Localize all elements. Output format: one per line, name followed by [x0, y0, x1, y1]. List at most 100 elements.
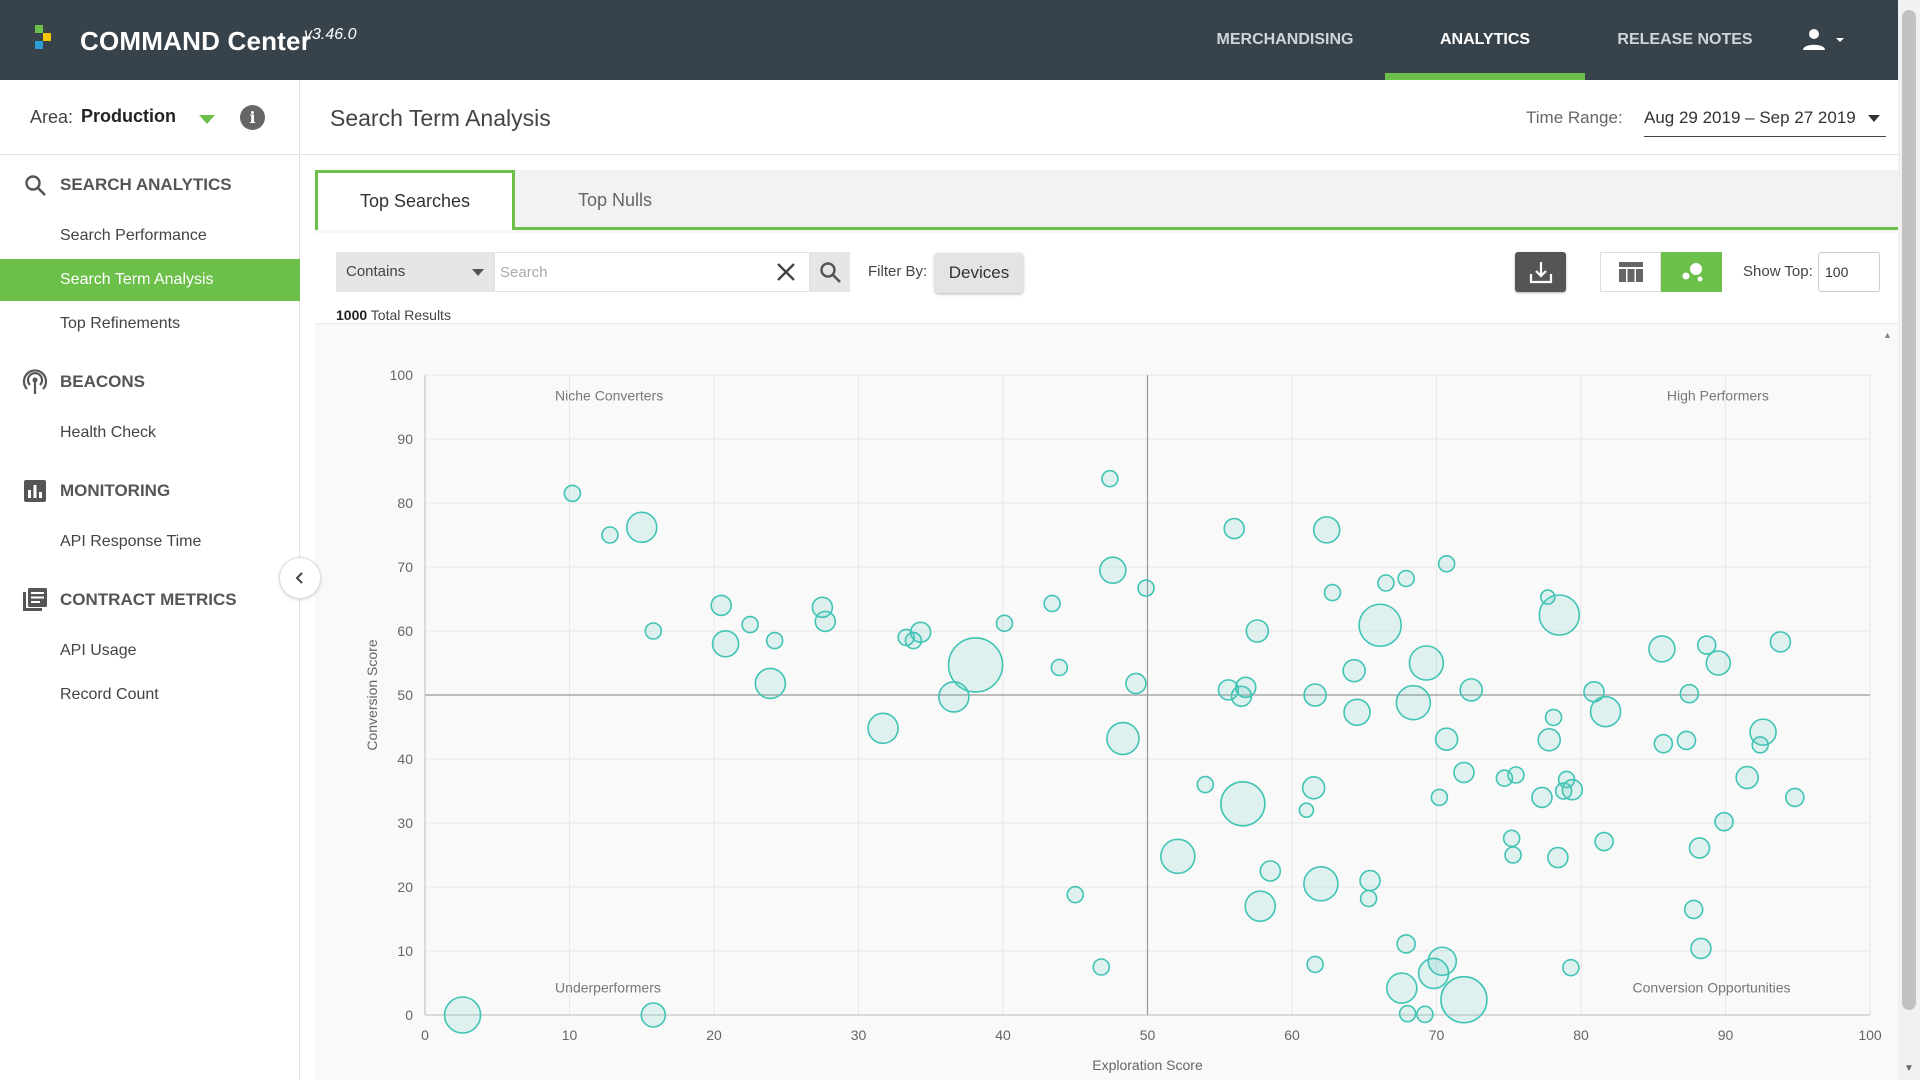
bubble-point[interactable] — [1323, 583, 1342, 602]
bubble-point[interactable] — [1714, 811, 1734, 832]
bubble-point[interactable] — [1416, 1005, 1434, 1024]
info-icon[interactable]: i — [240, 105, 265, 130]
bubble-point[interactable] — [1440, 975, 1488, 1024]
bubble-point[interactable] — [1561, 778, 1584, 801]
bubble-point[interactable] — [1408, 645, 1445, 681]
bubble-point[interactable] — [1234, 676, 1257, 699]
clear-search-button[interactable] — [773, 259, 799, 285]
bubble-point[interactable] — [1223, 517, 1246, 540]
search-input[interactable] — [494, 252, 810, 292]
bubble-point[interactable] — [1359, 889, 1378, 908]
sidebar-item-top-refinements[interactable]: Top Refinements — [60, 315, 181, 332]
bubble-point[interactable] — [1050, 658, 1069, 677]
bubble-chart-view-button[interactable] — [1661, 252, 1722, 292]
bubble-point[interactable] — [765, 631, 784, 650]
bubble-point[interactable] — [601, 526, 619, 544]
time-range-select[interactable]: Aug 29 2019 – Sep 27 2019 — [1644, 101, 1886, 137]
bubble-point[interactable] — [1589, 695, 1622, 728]
bubble-point[interactable] — [1359, 869, 1381, 892]
bubble-point[interactable] — [741, 615, 759, 634]
tab-top-nulls[interactable]: Top Nulls — [577, 189, 653, 210]
bubble-point[interactable] — [1066, 885, 1085, 904]
nav-release-notes[interactable]: RELEASE NOTES — [1617, 31, 1753, 48]
bubble-point[interactable] — [1043, 594, 1061, 613]
bubble-point[interactable] — [1653, 733, 1674, 754]
bubble-point[interactable] — [710, 594, 733, 617]
bubble-point[interactable] — [1676, 730, 1697, 751]
bubble-point[interactable] — [1244, 890, 1277, 923]
tab-top-searches[interactable]: Top Searches — [315, 170, 515, 230]
show-top-input[interactable] — [1818, 252, 1880, 292]
bubble-point[interactable] — [1453, 761, 1475, 784]
bubble-point[interactable] — [1092, 958, 1111, 976]
bubble-point[interactable] — [1502, 829, 1521, 848]
collapse-sidebar-button[interactable] — [279, 557, 321, 599]
bubble-point[interactable] — [1358, 603, 1402, 648]
bubble-point[interactable] — [1217, 679, 1240, 701]
bubble-point[interactable] — [1434, 727, 1459, 751]
bubble-point[interactable] — [1397, 569, 1415, 588]
bubble-point[interactable] — [1220, 780, 1266, 827]
bubble-point[interactable] — [1437, 555, 1456, 573]
bubble-point[interactable] — [1417, 957, 1450, 990]
bubble-point[interactable] — [563, 484, 582, 503]
bubble-point[interactable] — [1504, 846, 1522, 864]
bubble-point[interactable] — [814, 610, 837, 633]
search-button[interactable] — [810, 252, 850, 292]
bubble-point[interactable] — [640, 1002, 667, 1028]
sidebar-item-search-performance[interactable]: Search Performance — [60, 227, 207, 244]
bubble-point[interactable] — [1099, 556, 1127, 584]
bubble-point[interactable] — [1395, 684, 1432, 721]
bubble-point[interactable] — [644, 622, 663, 640]
download-button[interactable] — [1515, 252, 1566, 292]
bubble-point[interactable] — [1749, 718, 1777, 746]
bubble-point[interactable] — [1539, 589, 1556, 605]
user-menu-button[interactable] — [1800, 28, 1846, 52]
bubble-point[interactable] — [711, 629, 740, 658]
bubble-point[interactable] — [1679, 683, 1700, 704]
bubble-point[interactable] — [1769, 631, 1792, 653]
bubble-point[interactable] — [1537, 727, 1562, 752]
bubble-point[interactable] — [867, 712, 899, 745]
bubble-point[interactable] — [1106, 721, 1140, 756]
bubble-point[interactable] — [443, 996, 482, 1034]
bubble-point[interactable] — [1245, 619, 1270, 643]
bubble-point[interactable] — [1396, 934, 1416, 954]
bubble-point[interactable] — [1398, 1004, 1417, 1023]
bubble-point[interactable] — [625, 511, 658, 544]
bubble-point[interactable] — [1125, 672, 1147, 695]
bubble-point[interactable] — [909, 621, 932, 644]
bubble-point[interactable] — [1303, 865, 1339, 902]
bubble-point[interactable] — [1544, 708, 1563, 727]
bubble-point[interactable] — [1259, 860, 1282, 882]
bubble-point[interactable] — [1594, 831, 1614, 852]
bubble-point[interactable] — [1562, 958, 1580, 977]
bubble-point[interactable] — [1386, 972, 1418, 1004]
bubble-point[interactable] — [1688, 837, 1711, 859]
area-dropdown-caret-icon[interactable] — [199, 115, 215, 124]
bubble-point[interactable] — [1696, 635, 1717, 655]
bubble-point[interactable] — [947, 637, 1004, 693]
bubble-point[interactable] — [1531, 786, 1553, 809]
bubble-point[interactable] — [904, 631, 923, 650]
bubble-point[interactable] — [1101, 469, 1119, 488]
bubble-point[interactable] — [1648, 635, 1676, 663]
bubble-point[interactable] — [1683, 899, 1704, 920]
bubble-point[interactable] — [1137, 579, 1155, 597]
bubble-point[interactable] — [1306, 955, 1324, 974]
bubble-point[interactable] — [1196, 775, 1215, 794]
match-mode-select[interactable]: Contains — [336, 252, 494, 292]
bubble-point[interactable] — [1312, 516, 1341, 544]
bubble-point[interactable] — [1342, 658, 1366, 683]
bubble-point[interactable] — [1547, 846, 1569, 869]
sidebar-item-record-count[interactable]: Record Count — [60, 686, 159, 703]
bubble-point[interactable] — [1303, 683, 1327, 707]
scrollbar-thumb[interactable] — [1902, 10, 1916, 1010]
bubble-point[interactable] — [1785, 787, 1805, 808]
bubble-point[interactable] — [1507, 766, 1525, 784]
filter-devices-button[interactable]: Devices — [935, 253, 1023, 293]
nav-merchandising[interactable]: MERCHANDISING — [1216, 31, 1354, 48]
bubble-point[interactable] — [1690, 937, 1712, 960]
bubble-point[interactable] — [1301, 775, 1326, 800]
sidebar-item-api-usage[interactable]: API Usage — [60, 642, 137, 659]
